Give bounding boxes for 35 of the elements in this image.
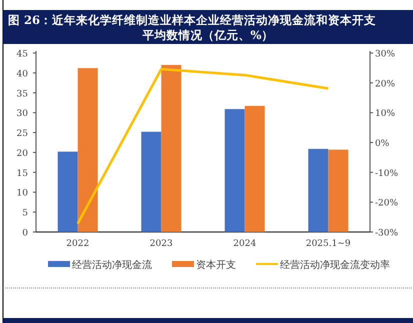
y2-tick-label: 0% (375, 139, 390, 149)
line-series (76, 68, 330, 225)
y-tick-label: 20 (16, 148, 28, 159)
legend-label: 经营活动净现金流 (72, 259, 152, 271)
y2-tick-label: 30% (375, 50, 396, 60)
bar (58, 152, 78, 232)
bar (224, 109, 245, 232)
y2-tick-label: 10% (375, 109, 396, 120)
y-tick-label: 40 (16, 69, 28, 80)
bar (308, 148, 328, 232)
y-tick-label: 0 (22, 228, 28, 238)
y-tick-label: 10 (16, 188, 28, 199)
y2-tick-label: -30% (375, 228, 398, 238)
x-tick-label: 2023 (150, 239, 173, 249)
legend-label: 经营活动净现金流变动率 (280, 259, 390, 271)
legend-label: 资本开支 (196, 259, 236, 271)
bar (141, 132, 162, 232)
y-tick-label: 35 (16, 89, 28, 100)
x-tick-label: 2022 (66, 239, 90, 249)
bar (328, 150, 348, 232)
y2-tick-label: -20% (375, 198, 398, 209)
y-tick-label: 25 (16, 129, 28, 140)
title: 平均数情况（亿元、%） (142, 28, 274, 42)
y2-tick-label: 20% (375, 79, 396, 90)
x-tick-label: 2025.1~9 (306, 239, 351, 249)
y-tick-label: 15 (16, 168, 28, 179)
bar (161, 64, 182, 232)
bar (244, 106, 265, 232)
y-tick-label: 30 (16, 109, 28, 120)
title: 图 26：近年来化学纤维制造业样本企业经营活动净现金流和资本开支 (8, 13, 376, 27)
y-tick-label: 5 (22, 208, 28, 219)
y2-tick-label: -10% (375, 168, 398, 179)
bar (78, 68, 98, 232)
y-tick-label: 45 (16, 50, 28, 60)
x-tick-label: 2024 (233, 239, 256, 249)
